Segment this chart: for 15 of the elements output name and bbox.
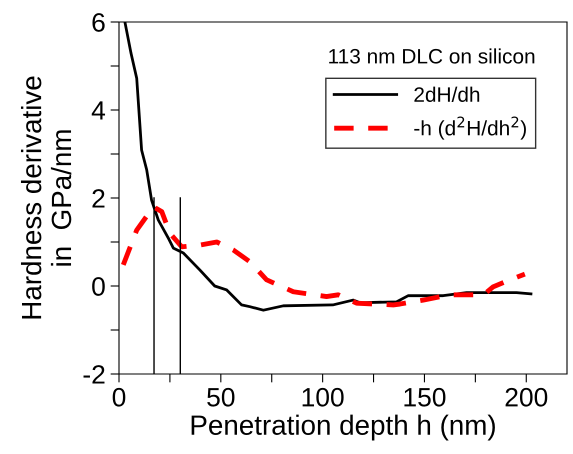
y-tick-label: 0 (92, 277, 105, 296)
x-tick-label: 150 (404, 388, 446, 407)
x-tick-label: 0 (112, 388, 126, 407)
legend-label: -h (d$^{2}$H/dh$^{2}$) (414, 116, 526, 140)
annotation: 113 nm DLC on silicon (329, 48, 534, 64)
legend-label: 2dH/dh (414, 86, 480, 102)
x-tick-label: 50 (207, 388, 234, 407)
y-axis-title: Hardness derivative in GPa/nm (20, 76, 72, 318)
y-tick-label: 2 (92, 189, 104, 208)
x-tick-label: 200 (506, 388, 548, 407)
y-tick-label: 4 (92, 101, 106, 120)
y-tick-label: -2 (84, 365, 104, 384)
x-tick-label: 100 (302, 388, 344, 407)
y-tick-label: 6 (92, 13, 105, 32)
x-axis-title: Penetration depth h (nm) (192, 414, 495, 440)
